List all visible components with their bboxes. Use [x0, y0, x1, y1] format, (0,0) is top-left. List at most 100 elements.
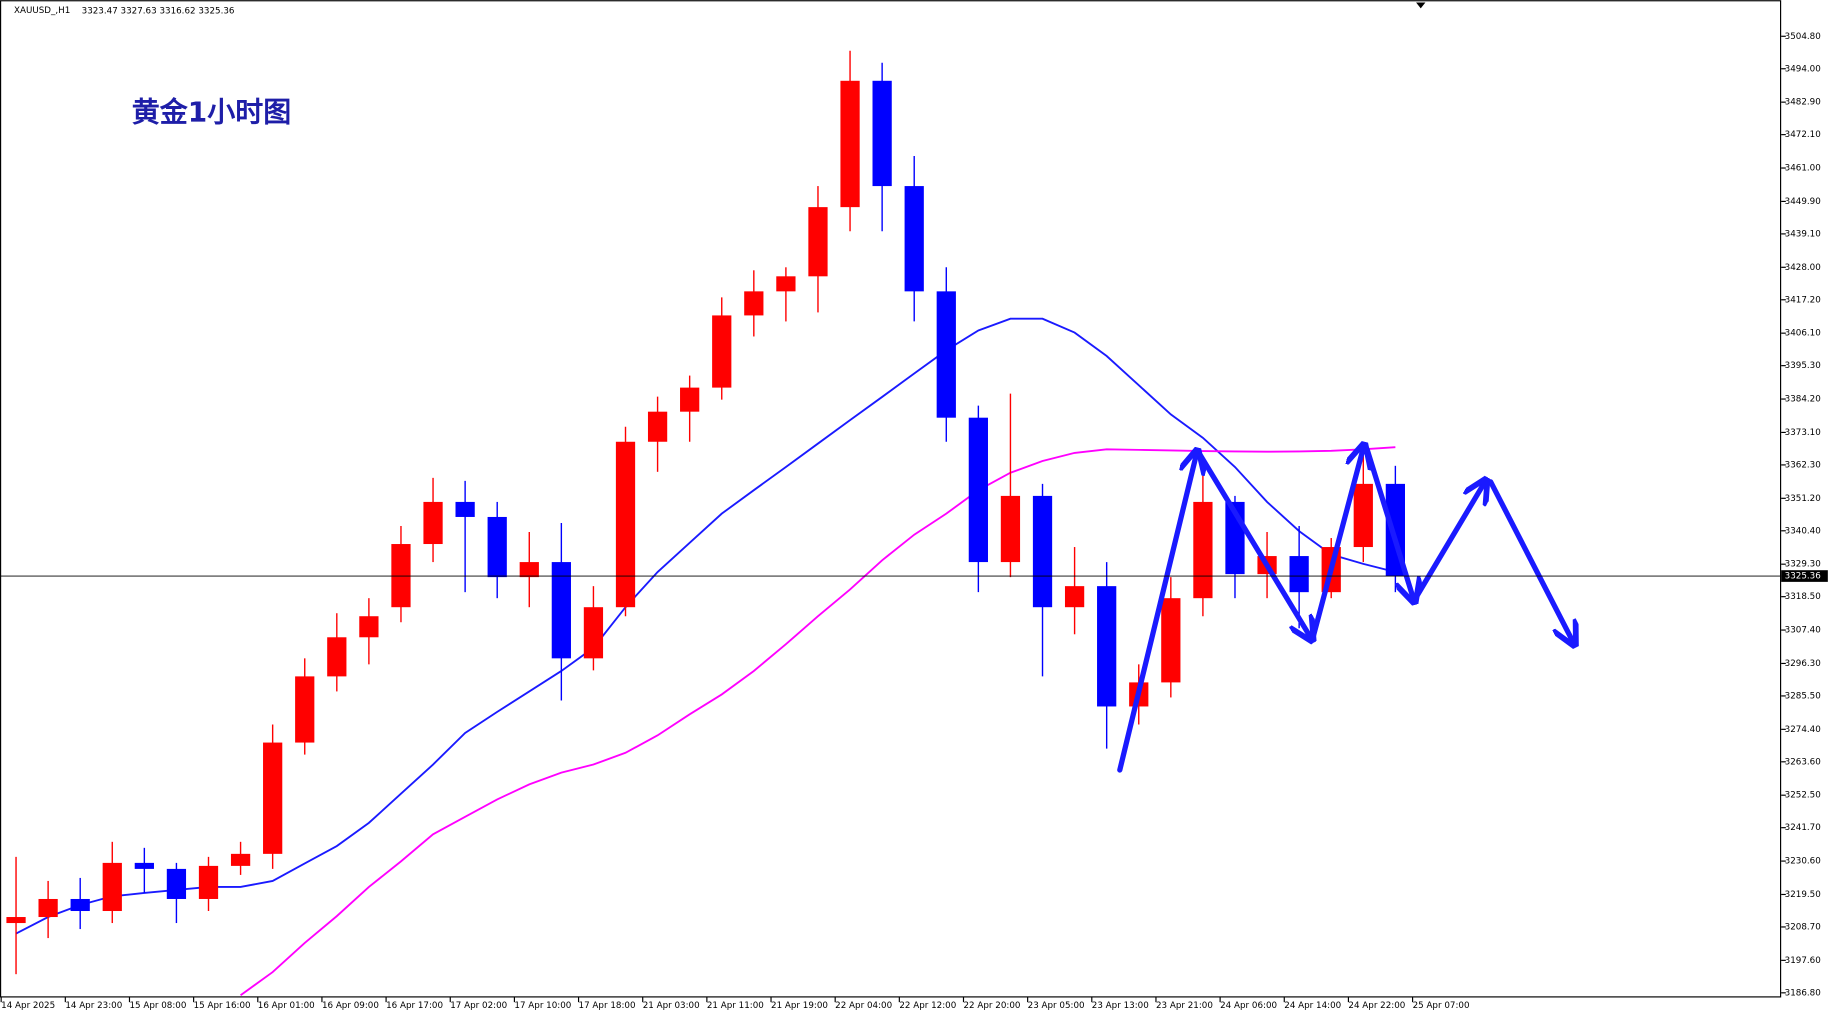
y-tick-label: 3340.40 [1785, 526, 1821, 536]
annotation-arrows [1117, 446, 1574, 773]
candle-body [38, 898, 58, 918]
y-tick-label: 3208.70 [1785, 922, 1821, 932]
y-tick-label: 3482.90 [1785, 98, 1821, 108]
y-tick-label: 3428.00 [1785, 263, 1821, 273]
ohlc-value: 3325.36 [198, 6, 234, 16]
y-tick-label: 3197.60 [1785, 956, 1821, 966]
candle-body [968, 417, 988, 563]
x-tick-label: 22 Apr 12:00 [899, 1001, 956, 1011]
candle-body [744, 291, 764, 316]
y-tick-label: 3219.50 [1785, 890, 1821, 900]
ma-line [15, 317, 1396, 935]
candle-body [70, 898, 90, 912]
x-tick-label: 23 Apr 05:00 [1028, 1001, 1085, 1011]
candle-body [615, 441, 636, 608]
y-tick-label: 3449.90 [1785, 197, 1821, 207]
y-tick-label: 3351.20 [1785, 494, 1821, 504]
ohlc-value: 3327.63 [121, 6, 157, 16]
y-tick-label: 3307.40 [1785, 626, 1821, 636]
ohlc-value: 3323.47 [82, 6, 118, 16]
x-tick-label: 21 Apr 11:00 [707, 1001, 764, 1011]
candle-body [1097, 586, 1117, 707]
x-tick-label: 23 Apr 21:00 [1156, 1001, 1213, 1011]
x-tick-label: 17 Apr 18:00 [579, 1001, 636, 1011]
arrow [1117, 453, 1197, 773]
y-tick-label: 3417.20 [1785, 295, 1821, 305]
candle-body [263, 742, 283, 854]
y-tick-label: 3329.30 [1785, 560, 1821, 570]
arrow [1364, 446, 1414, 599]
candle-body [840, 80, 860, 208]
candle-body [583, 607, 604, 659]
y-tick-label: 3439.10 [1785, 229, 1821, 239]
y-tick-label: 3494.00 [1785, 64, 1821, 74]
x-tick-label: 25 Apr 07:00 [1413, 1001, 1470, 1011]
current-price-box [1781, 570, 1828, 582]
candle-body [487, 516, 507, 578]
x-tick-label: 21 Apr 03:00 [643, 1001, 700, 1011]
candle-body [166, 868, 187, 899]
ohlc-value: 3316.62 [159, 6, 195, 16]
y-tick-label: 3373.10 [1785, 428, 1821, 438]
x-tick-label: 22 Apr 04:00 [835, 1001, 892, 1011]
x-tick-label: 16 Apr 01:00 [258, 1001, 315, 1011]
candle-body [1193, 501, 1213, 599]
candle-body [1000, 495, 1021, 563]
shift-marker [1416, 2, 1426, 9]
y-tick-label: 3461.00 [1785, 164, 1821, 174]
y-tick-label: 3395.30 [1785, 361, 1821, 371]
y-tick-label: 3230.60 [1785, 857, 1821, 867]
y-tick-label: 3241.70 [1785, 823, 1821, 833]
x-tick-label: 14 Apr 23:00 [65, 1001, 122, 1011]
arrow [1310, 447, 1363, 639]
candle-body [680, 387, 700, 412]
y-tick-label: 3406.10 [1785, 329, 1821, 339]
candle-body [936, 291, 956, 418]
candle-body [423, 501, 443, 545]
arrow [1413, 482, 1485, 601]
x-tick-label: 24 Apr 14:00 [1284, 1001, 1341, 1011]
y-tick-label: 3318.50 [1785, 592, 1821, 602]
y-tick-label: 3296.30 [1785, 659, 1821, 669]
candle-body [327, 637, 347, 677]
y-tick-label: 3274.40 [1785, 725, 1821, 735]
y-tick-label: 3263.60 [1785, 757, 1821, 767]
x-tick-label: 15 Apr 08:00 [129, 1001, 186, 1011]
y-tick-label: 3384.20 [1785, 395, 1821, 405]
candle-body [198, 865, 219, 899]
x-tick-label: 17 Apr 10:00 [514, 1001, 571, 1011]
symbol-label: XAUUSD_,H1 [14, 6, 70, 16]
x-tick-label: 24 Apr 06:00 [1220, 1001, 1277, 1011]
y-tick-label: 3362.30 [1785, 460, 1821, 470]
x-tick-label: 16 Apr 17:00 [386, 1001, 443, 1011]
x-tick-label: 17 Apr 02:00 [450, 1001, 507, 1011]
y-tick-label: 3186.80 [1785, 988, 1821, 998]
candle-body [647, 411, 668, 442]
y-tick-label: 3472.10 [1785, 130, 1821, 140]
ohlc-label: 3323.47 3327.63 3316.62 3325.36 [82, 6, 235, 16]
x-tick-label: 22 Apr 20:00 [963, 1001, 1020, 1011]
y-tick-label: 3504.80 [1785, 32, 1821, 42]
candle-body [359, 616, 379, 638]
candle-body [551, 562, 571, 659]
candle-body [1064, 586, 1085, 608]
x-tick-label: 14 Apr 2025 [1, 1001, 55, 1011]
x-tick-label: 24 Apr 22:00 [1348, 1001, 1405, 1011]
candle-body [712, 315, 732, 388]
candle-body [519, 562, 539, 578]
x-tick-label: 23 Apr 13:00 [1092, 1001, 1149, 1011]
arrow [1488, 479, 1574, 643]
y-tick-label: 3252.50 [1785, 791, 1821, 801]
candle-body [102, 862, 122, 912]
candle-body [904, 186, 924, 292]
x-tick-label: 16 Apr 09:00 [322, 1001, 379, 1011]
x-tick-label: 21 Apr 19:00 [771, 1001, 828, 1011]
x-tick-label: 15 Apr 16:00 [194, 1001, 251, 1011]
candle-body [776, 276, 796, 292]
candle-body [1032, 495, 1053, 608]
y-tick-label: 3285.50 [1785, 691, 1821, 701]
candle-body [1161, 598, 1181, 683]
candle-body [872, 80, 892, 187]
candle-body [1289, 556, 1309, 593]
